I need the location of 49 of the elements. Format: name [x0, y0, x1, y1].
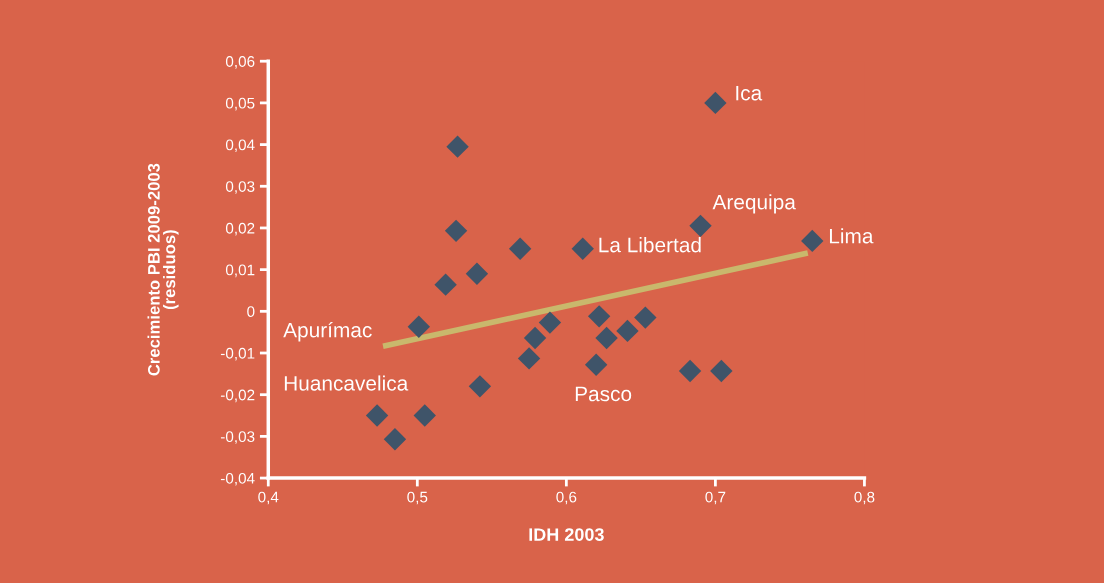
y-tick-label: -0,03: [220, 431, 255, 444]
x-axis-title: IDH 2003: [529, 528, 604, 542]
point: [801, 229, 824, 253]
point: [434, 273, 457, 296]
point: [704, 91, 727, 115]
x-tick-label: 0,6: [556, 491, 577, 505]
point: [571, 237, 594, 260]
y-tick-label: -0,04: [220, 472, 255, 486]
y-tick-label: 0,01: [225, 264, 255, 278]
annotation: Pasco: [575, 386, 632, 402]
point: [444, 219, 468, 243]
point: [587, 305, 611, 328]
point: [584, 353, 608, 376]
point: [407, 315, 430, 338]
point: [465, 262, 489, 285]
point: [508, 237, 532, 260]
point: [634, 306, 657, 329]
annotation: Arequipa: [712, 194, 796, 214]
point: [616, 319, 639, 343]
point: [678, 359, 702, 383]
y-tick-label: -0,02: [220, 389, 255, 403]
point: [523, 326, 547, 350]
annotation: Apurímac: [283, 321, 372, 342]
point: [538, 311, 562, 334]
x-tick-label: 0,8: [854, 491, 875, 505]
point: [689, 214, 712, 238]
y-axis-title: Crecimiento PBI 2009-2003 (residuos): [147, 163, 179, 376]
point: [383, 428, 407, 451]
y-tick-label: 0,02: [225, 222, 255, 236]
annotation: Ica: [736, 85, 763, 101]
point: [517, 347, 541, 370]
annotation: Lima: [829, 228, 874, 244]
y-tick-label: -0,01: [220, 347, 255, 361]
point: [595, 326, 618, 350]
point: [710, 359, 733, 383]
point: [365, 404, 389, 427]
y-tick-label: 0,04: [225, 139, 255, 153]
x-tick-label: 0,7: [705, 491, 726, 505]
y-tick-label: 0,03: [225, 181, 255, 194]
point: [468, 375, 492, 398]
annotation: La Libertad: [599, 237, 701, 253]
point: [446, 135, 469, 158]
y-tick-label: 0: [247, 306, 255, 318]
y-tick-label: 0,05: [225, 97, 255, 111]
x-tick-label: 0,4: [258, 491, 279, 505]
annotation: Huancavelica: [284, 375, 409, 391]
y-tick-label: 0,06: [225, 56, 255, 69]
x-tick-label: 0,5: [407, 491, 428, 505]
point: [413, 404, 436, 427]
